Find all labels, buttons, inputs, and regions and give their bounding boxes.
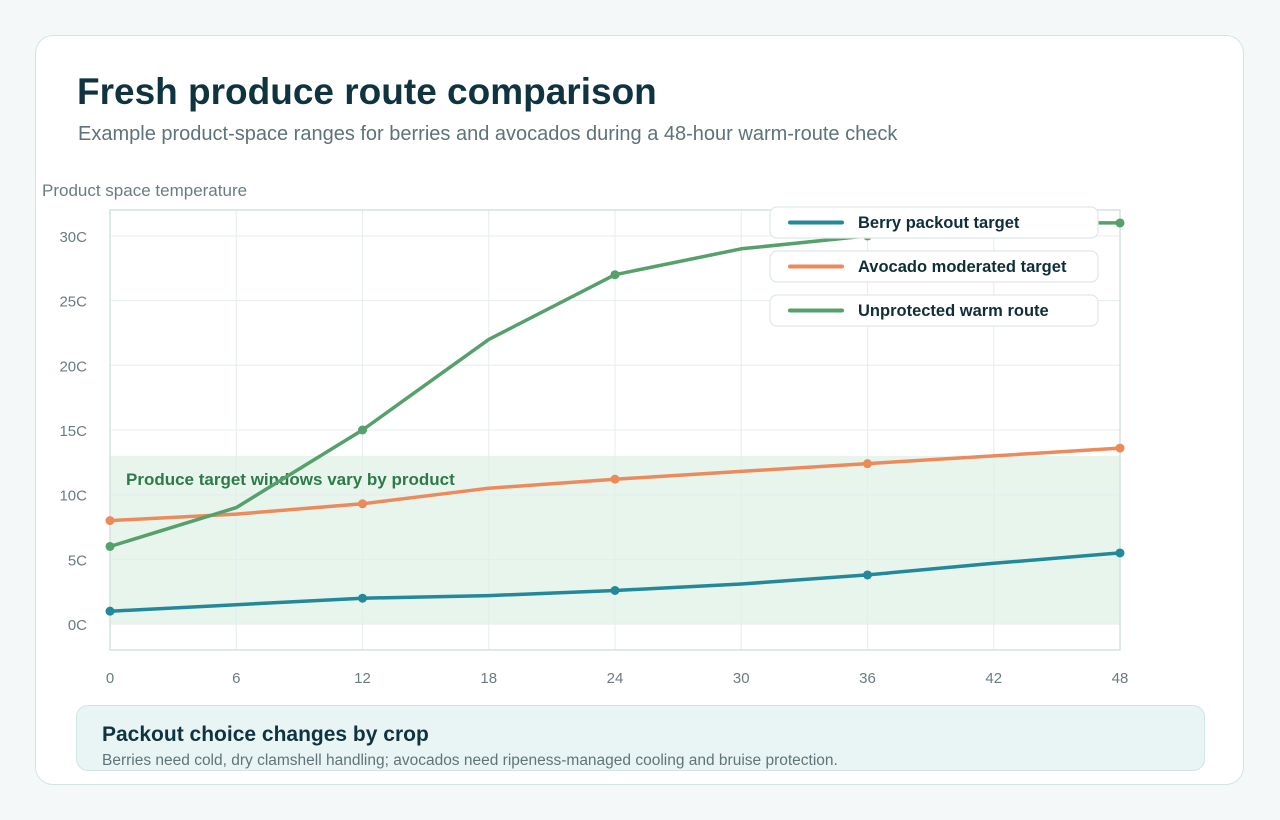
x-tick-label: 42 (985, 670, 1002, 687)
series-1-point (1115, 548, 1125, 558)
series-2-point (358, 499, 367, 509)
y-tick-label: 30C (59, 229, 87, 246)
x-tick-label: 48 (1112, 670, 1129, 687)
series-3-point (358, 425, 367, 435)
y-axis-label: Product space temperature (42, 181, 247, 200)
legend-item-box (769, 294, 1099, 327)
series-3-point (610, 270, 620, 280)
series-1-point (610, 585, 620, 595)
plot-frame (109, 209, 1121, 651)
series-3-point (1115, 218, 1125, 228)
x-tick-label: 24 (607, 670, 624, 687)
x-tick-label: 6 (232, 670, 240, 687)
callout-title: Packout choice changes by crop (102, 723, 429, 746)
series-3-point (105, 541, 115, 551)
legend-label: Avocado moderated target (858, 258, 1067, 276)
legend-item-box (769, 250, 1099, 283)
series-1-point (358, 593, 367, 603)
callout-box: Packout choice changes by crop Berries n… (76, 705, 1205, 771)
series-1-point (863, 570, 872, 580)
page-subtitle: Example product-space ranges for berries… (78, 123, 898, 145)
x-tick-label: 0 (106, 670, 114, 687)
series-2-point (610, 474, 620, 484)
band-label: Produce target windows vary by product (126, 470, 455, 489)
y-tick-label: 0C (68, 617, 87, 634)
legend-item-box (769, 206, 1099, 239)
y-tick-label: 5C (68, 552, 87, 569)
page-title: Fresh produce route comparison (77, 71, 657, 112)
series-2-point (863, 459, 872, 469)
x-tick-label: 30 (733, 670, 750, 687)
legend-label: Unprotected warm route (858, 302, 1049, 320)
y-tick-label: 10C (59, 488, 87, 505)
series-2-point (1115, 443, 1125, 453)
x-tick-label: 36 (859, 670, 876, 687)
y-tick-label: 15C (59, 423, 87, 440)
series-1-point (105, 606, 115, 616)
x-tick-label: 18 (480, 670, 497, 687)
callout-body: Berries need cold, dry clamshell handlin… (102, 752, 838, 769)
y-tick-label: 20C (59, 358, 87, 375)
x-tick-label: 12 (354, 670, 371, 687)
legend-label: Berry packout target (858, 214, 1020, 232)
line-chart: Produce target windows vary by product 0 6… (42, 181, 1129, 687)
y-tick-label: 25C (59, 294, 87, 311)
series-2-point (105, 516, 115, 526)
